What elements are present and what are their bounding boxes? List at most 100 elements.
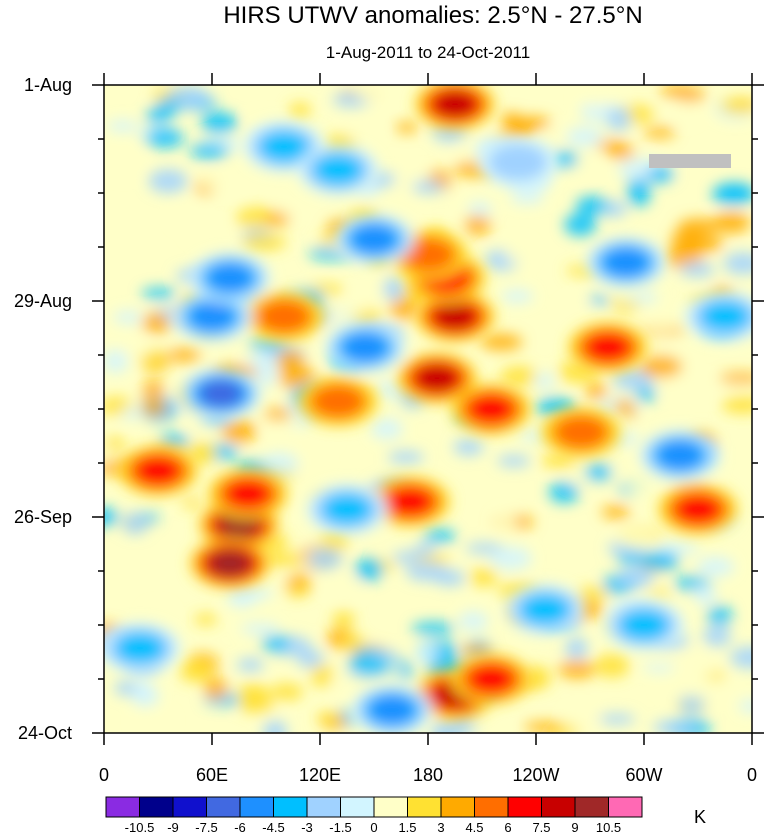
texture-blob xyxy=(575,196,609,215)
texture-blob xyxy=(122,512,149,535)
colorbar-tick-label: -3 xyxy=(301,820,313,834)
anomaly-contour xyxy=(312,154,364,186)
x-tick-label: 0 xyxy=(747,765,757,785)
texture-blob xyxy=(104,507,119,527)
texture-blob xyxy=(376,380,404,399)
texture-blob xyxy=(594,653,630,678)
texture-blob xyxy=(347,123,379,140)
colorbar-box xyxy=(105,796,140,818)
texture-blob xyxy=(187,421,223,437)
texture-blob xyxy=(713,211,751,234)
texture-blob xyxy=(348,292,370,315)
texture-blob xyxy=(659,678,689,693)
texture-blob xyxy=(458,611,489,631)
texture-blob xyxy=(411,180,445,194)
colorbar-tick-label: 4.5 xyxy=(465,820,483,834)
texture-blob xyxy=(387,450,424,464)
colorbar-tick-label: 1.5 xyxy=(398,820,416,834)
texture-blob xyxy=(652,720,696,733)
colorbar-tick-label: -1.5 xyxy=(329,820,351,834)
texture-blob xyxy=(134,712,172,730)
y-tick-label: 29-Aug xyxy=(14,291,72,311)
colorbar xyxy=(105,796,643,818)
colorbar-tick-label: -6 xyxy=(234,820,246,834)
anomaly-contour xyxy=(402,238,454,271)
anomaly-contour xyxy=(199,380,243,407)
texture-blob xyxy=(694,585,717,606)
texture-blob xyxy=(141,312,172,334)
colorbar-tick-label: -10.5 xyxy=(125,820,155,834)
texture-blob xyxy=(297,650,324,668)
texture-blob xyxy=(719,97,752,115)
texture-blob xyxy=(221,419,257,444)
texture-blob xyxy=(678,694,705,715)
texture-blob xyxy=(316,711,342,725)
texture-blob xyxy=(562,300,598,322)
texture-blob xyxy=(186,442,218,465)
anomaly-contour xyxy=(519,593,571,626)
plot-area xyxy=(104,85,752,733)
texture-blob xyxy=(649,166,672,183)
colorbar-tick-label: -9 xyxy=(167,820,179,834)
texture-blob xyxy=(249,365,278,387)
anomaly-contour xyxy=(618,609,670,641)
texture-blob xyxy=(523,721,562,733)
anomaly-contour xyxy=(351,224,397,254)
texture-blob xyxy=(196,172,238,191)
texture-blob xyxy=(248,338,290,351)
texture-blob xyxy=(148,169,188,194)
texture-blob xyxy=(261,452,299,476)
texture-blob xyxy=(548,481,580,503)
colorbar-box xyxy=(373,796,408,818)
texture-blob xyxy=(383,276,406,301)
texture-blob xyxy=(423,529,456,543)
texture-blob xyxy=(289,102,312,118)
texture-blob xyxy=(480,334,523,351)
anomaly-features xyxy=(104,85,752,733)
anomaly-contour xyxy=(369,695,415,725)
texture-blob xyxy=(638,355,683,378)
texture-blob xyxy=(509,192,545,204)
texture-blob xyxy=(638,551,679,570)
chart-title: HIRS UTWV anomalies: 2.5°N - 27.5°N xyxy=(223,2,642,29)
texture-blob xyxy=(239,694,275,714)
texture-blob xyxy=(503,119,535,140)
y-axis-labels: 1-Aug 29-Aug 26-Sep 24-Oct xyxy=(14,75,72,743)
anomaly-contour xyxy=(555,416,607,448)
texture-blob xyxy=(541,131,570,145)
texture-blob xyxy=(347,656,392,678)
texture-blob xyxy=(504,241,531,264)
colorbar-box xyxy=(306,796,341,818)
texture-blob xyxy=(641,313,682,333)
anomaly-contour xyxy=(342,332,388,362)
colorbar-tick-label: 10.5 xyxy=(596,820,621,834)
texture-blob xyxy=(576,586,609,601)
texture-blob xyxy=(190,143,229,160)
texture-blob xyxy=(145,606,171,629)
texture-blob xyxy=(625,474,663,498)
texture-blob xyxy=(355,558,384,582)
colorbar-tick-label: 0 xyxy=(370,820,377,834)
texture-blob xyxy=(204,678,228,700)
texture-blob xyxy=(104,349,129,374)
anomaly-contour xyxy=(468,664,514,694)
texture-blob xyxy=(120,408,143,420)
texture-blob xyxy=(245,353,284,369)
x-tick-label: 120W xyxy=(512,765,559,785)
texture-blob xyxy=(707,606,733,625)
colorbar-box xyxy=(608,796,643,818)
texture-blob xyxy=(636,387,657,402)
texture-blob xyxy=(464,215,491,236)
colorbar-box xyxy=(474,796,509,818)
texture-blob xyxy=(113,310,144,324)
texture-blob xyxy=(413,543,436,557)
colorbar-box xyxy=(139,796,174,818)
texture-blob xyxy=(310,663,334,688)
texture-blob xyxy=(278,365,316,389)
texture-blob xyxy=(589,294,610,306)
x-tick-label: 60W xyxy=(625,765,662,785)
colorbar-box xyxy=(407,796,442,818)
texture-blob xyxy=(354,85,395,102)
texture-blob xyxy=(263,408,292,421)
